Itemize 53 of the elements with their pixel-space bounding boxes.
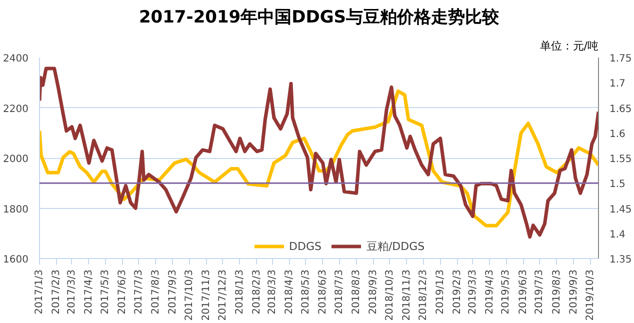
y2-tick-label: 1.6	[610, 128, 626, 140]
y-tick-label: 2400	[3, 54, 29, 64]
x-tick-label: 2017/11/3	[200, 269, 212, 321]
x-tick-label: 2017/6/3	[116, 269, 128, 314]
x-tick-label: 2018/2/3	[251, 269, 262, 314]
y2-tick-label: 1.65	[610, 104, 632, 115]
x-tick-label: 2018/5/3	[300, 269, 312, 314]
y2-tick-label: 1.5	[610, 179, 626, 190]
x-tick-label: 2019/3/3	[467, 269, 478, 314]
x-tick-label: 2017/5/3	[100, 269, 111, 314]
x-tick-label: 2017/2/3	[51, 269, 62, 314]
x-tick-label: 2018/3/3	[266, 269, 278, 314]
x-tick-label: 2017/8/3	[150, 269, 162, 314]
legend-label: 豆粕/DDGS	[366, 238, 425, 254]
y2-tick-label: 1.45	[610, 204, 632, 216]
x-tick-label: 2017/4/3	[83, 269, 94, 314]
x-tick-label: 2019/7/3	[534, 269, 546, 314]
x-tick-label: 2019/8/3	[551, 269, 562, 314]
y2-tick-label: 1.35	[610, 254, 632, 266]
y-tick-label: 1800	[3, 204, 29, 216]
x-tick-label: 2018/11/3	[401, 269, 412, 321]
y2-tick-label: 1.75	[610, 54, 632, 64]
y-tick-label: 2200	[3, 104, 29, 115]
x-tick-label: 2018/8/3	[350, 269, 362, 314]
x-tick-label: 2019/10/3	[584, 269, 596, 321]
y2-tick-label: 1.55	[610, 154, 632, 165]
text: 单位：元/吨	[540, 40, 599, 52]
x-tick-label: 2019/6/3	[518, 269, 529, 314]
x-tick-label: 2018/10/3	[384, 269, 396, 321]
y-tick-label: 2000	[3, 154, 29, 165]
x-tick-label: 2019/1/3	[434, 269, 446, 314]
legend-label: DDGS	[289, 240, 322, 252]
y2-tick-label: 1.7	[610, 78, 626, 90]
x-tick-label: 2019/9/3	[568, 269, 580, 314]
x-tick-label: 2019/2/3	[452, 269, 463, 314]
x-tick-label: 2018/9/3	[368, 269, 379, 314]
x-tick-label: 2017/1/3	[34, 269, 45, 314]
x-tick-label: 2017/3/3	[66, 269, 78, 314]
x-tick-label: 2018/7/3	[334, 269, 345, 314]
y2-tick-label: 1.4	[610, 229, 626, 240]
x-tick-label: 2017/9/3	[167, 269, 178, 314]
y-tick-label: 1600	[3, 254, 29, 266]
x-tick-label: 2017/7/3	[133, 269, 144, 314]
x-tick-label: 2017/10/3	[184, 269, 195, 321]
chart-title: 2017-2019年中国DDGS与豆粕价格走势比较	[138, 8, 500, 28]
x-tick-label: 2018/1/3	[234, 269, 246, 314]
x-tick-label: 2017/12/3	[217, 269, 228, 321]
x-tick-label: 2019/5/3	[500, 269, 512, 314]
x-tick-label: 2018/4/3	[284, 269, 295, 314]
line-series	[40, 66, 598, 239]
x-tick-label: 2018/12/3	[418, 269, 429, 321]
x-tick-label: 2018/6/3	[317, 269, 328, 314]
x-tick-label: 2019/4/3	[484, 269, 496, 314]
